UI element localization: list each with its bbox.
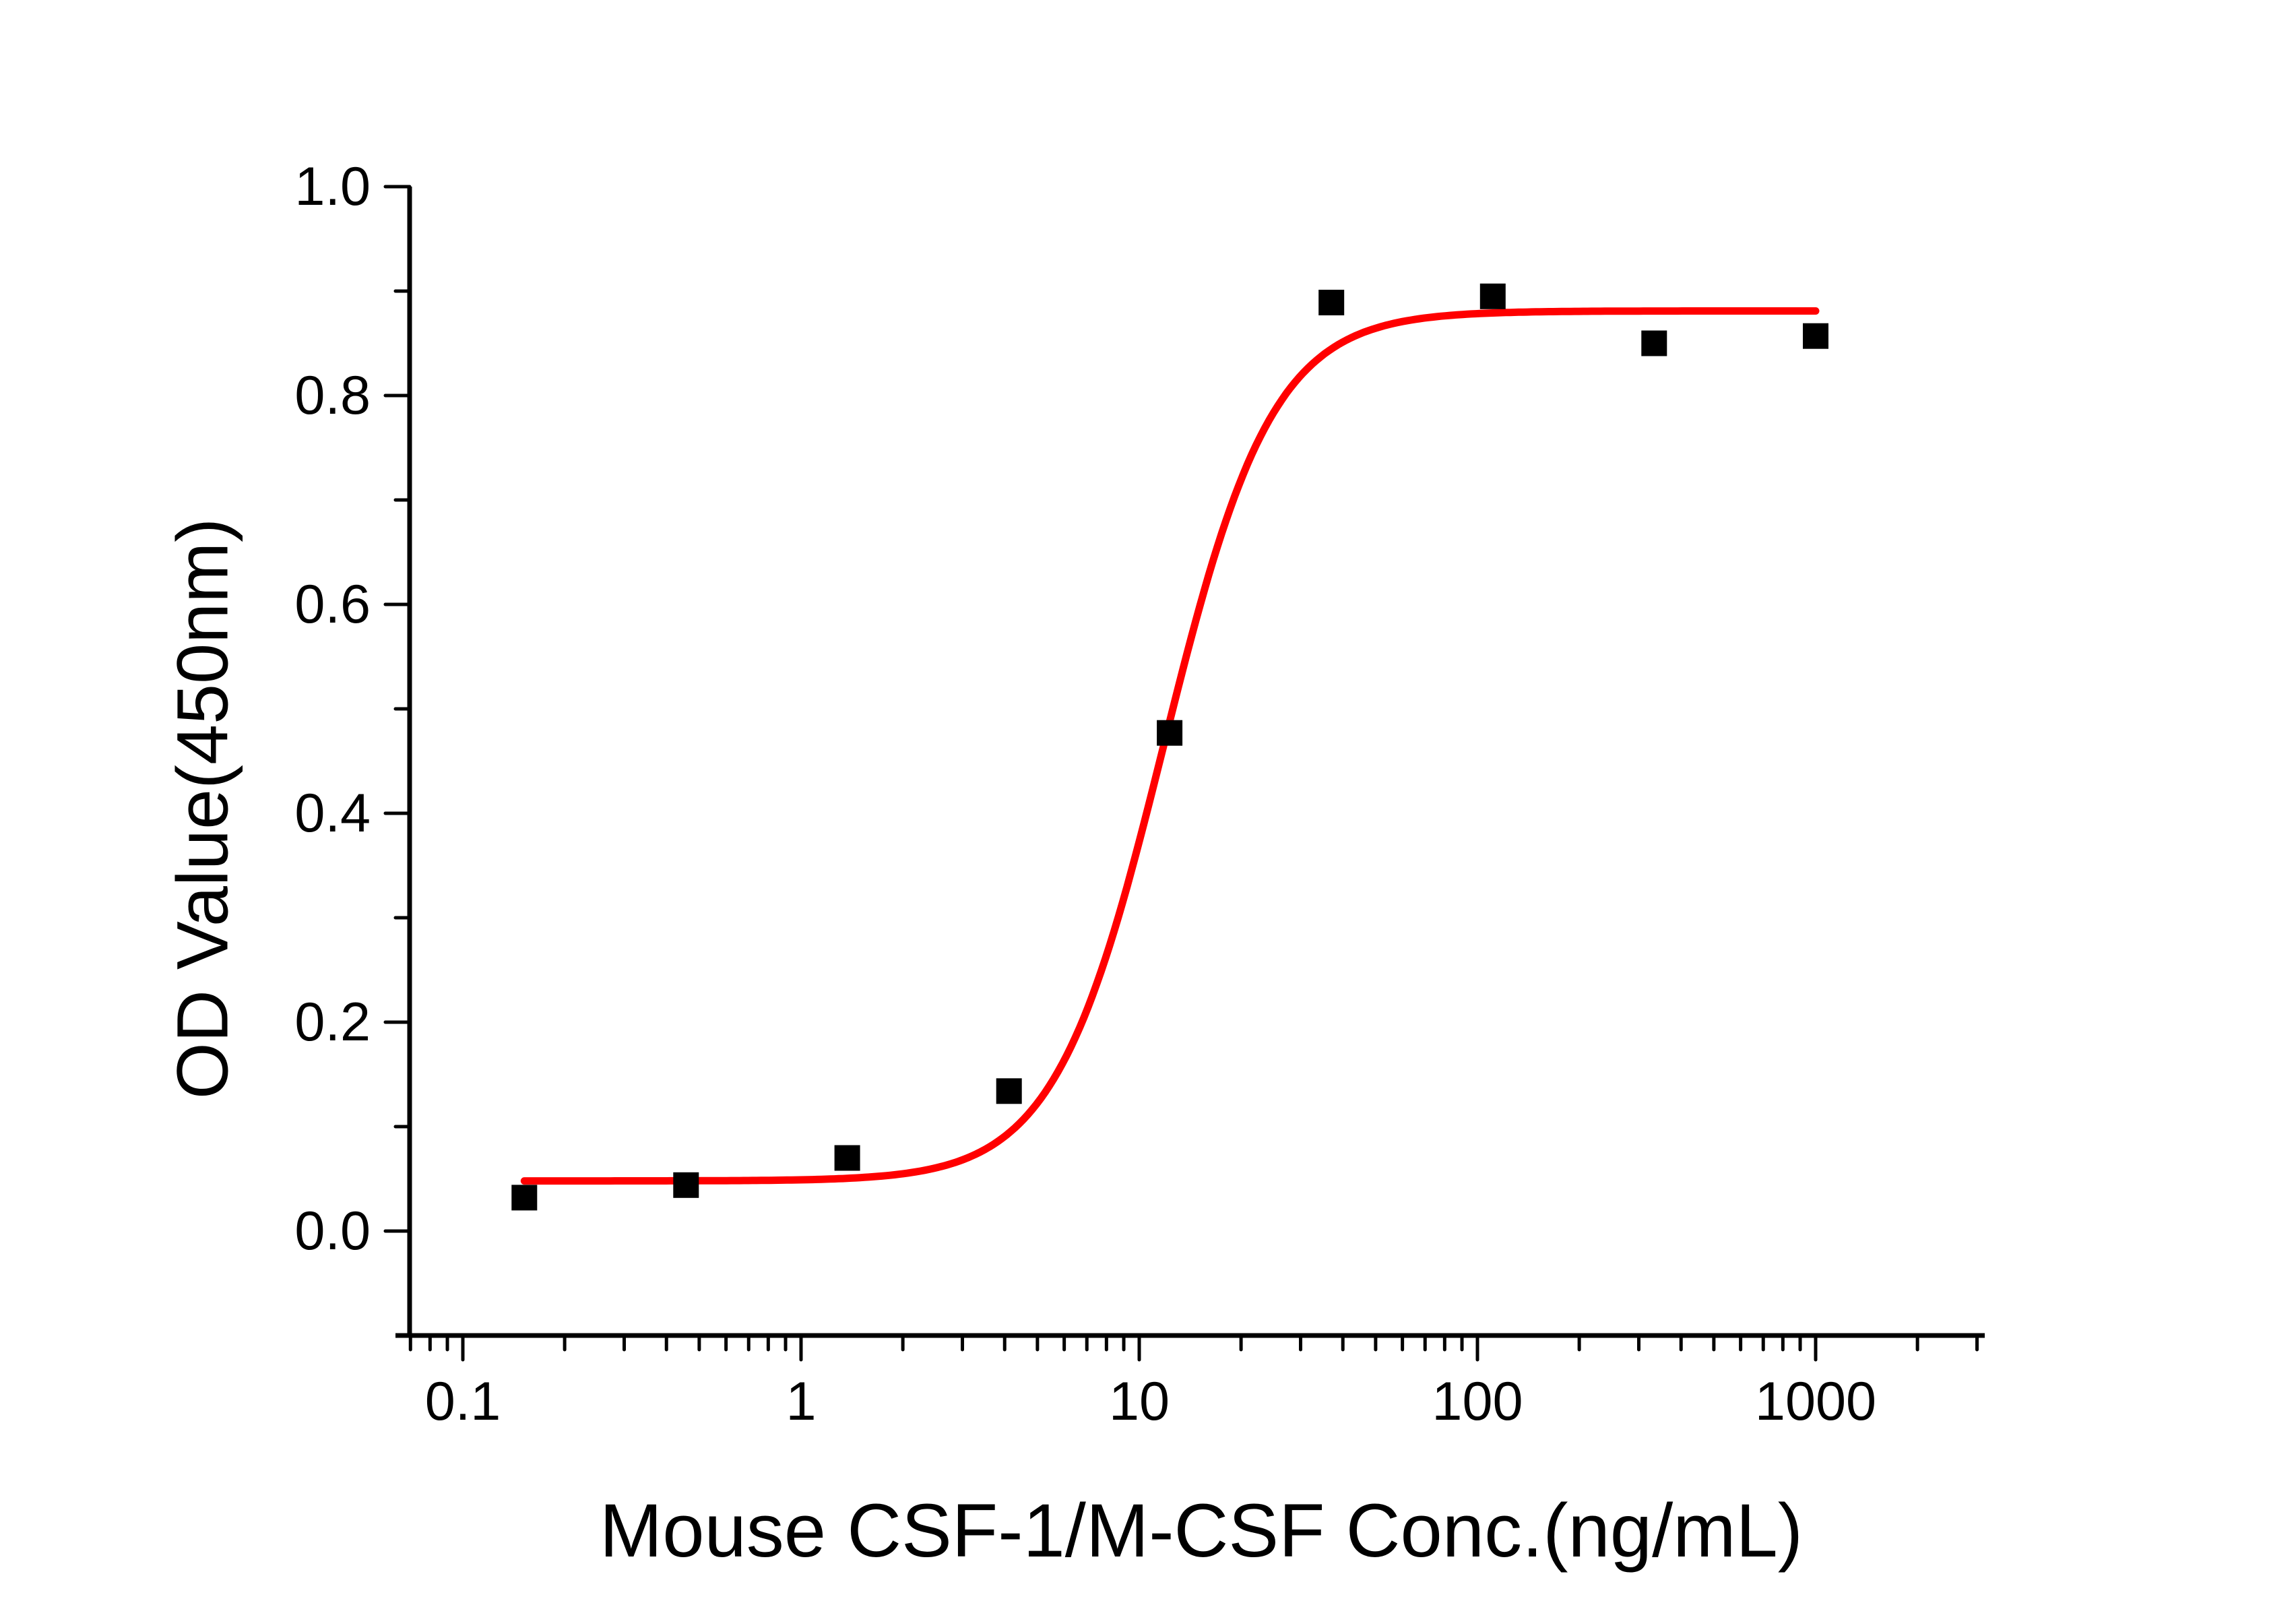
x-tick-label: 100 [1432, 1371, 1523, 1432]
data-point-marker [834, 1145, 860, 1171]
data-point-marker [996, 1078, 1022, 1104]
y-tick-label: 0.6 [294, 574, 371, 635]
data-point-marker [511, 1185, 538, 1211]
y-tick-label: 0.4 [294, 783, 371, 844]
x-tick-label: 1000 [1754, 1371, 1877, 1432]
fit-curve-line [520, 307, 1820, 1185]
x-axis-title: Mouse CSF-1/M-CSF Conc.(ng/mL) [599, 1488, 1804, 1573]
x-tick-label: 1 [786, 1371, 817, 1432]
data-point-marker [1318, 290, 1345, 315]
data-point-marker [1803, 323, 1828, 349]
data-point-marker [1641, 330, 1667, 356]
data-point-marker [1479, 283, 1506, 309]
x-tick-label: 0.1 [424, 1371, 501, 1432]
y-tick-label: 1.0 [294, 156, 371, 217]
y-tick-label: 0.8 [294, 365, 371, 426]
data-point-marker [1157, 720, 1183, 746]
data-point-marker [673, 1172, 699, 1198]
x-tick-label: 10 [1108, 1371, 1170, 1432]
y-tick-label: 0.0 [294, 1201, 371, 1261]
y-tick-label: 0.2 [294, 992, 371, 1052]
